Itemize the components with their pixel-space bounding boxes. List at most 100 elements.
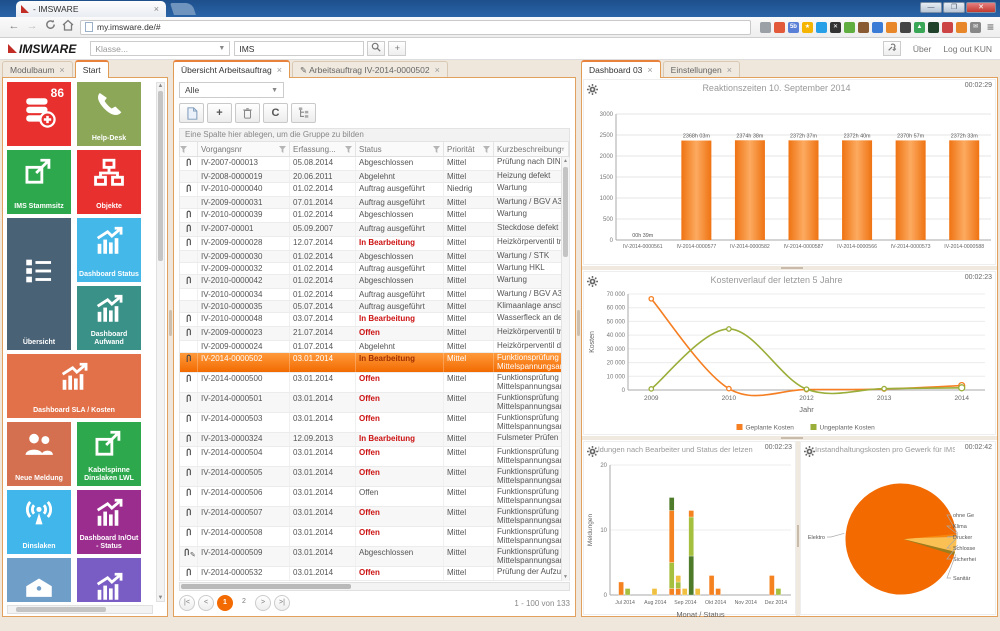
table-row[interactable]: IV-2007-00001 05.09.2007 Auftrag ausgeführ… (180, 223, 569, 237)
tile-unnamed[interactable]: 86 (7, 82, 71, 146)
star-ext-icon[interactable]: ★ (801, 21, 813, 33)
drive-ext-icon[interactable]: ▲ (913, 21, 925, 33)
table-row[interactable]: IV-2009-0000024 01.07.2014 Abgelehnt Mittel… (180, 341, 569, 353)
table-row[interactable]: IV-2009-0000031 07.01.2014 Auftrag ausgefü… (180, 197, 569, 209)
table-row[interactable]: IV-2007-000013 05.08.2014 Abgeschlossen Mit… (180, 157, 569, 171)
tab-uebersicht-arbeitsauftrag[interactable]: Übersicht Arbeitsauftrag × (173, 60, 290, 78)
table-row[interactable]: IV-2014-0000508 03.01.2014 Offen Mittel Funk… (180, 527, 569, 547)
add-row-button[interactable]: + (207, 103, 232, 123)
delete-button[interactable] (235, 103, 260, 123)
tile-dashboard-sla-kosten[interactable]: Dashboard SLA / Kosten (7, 354, 141, 418)
tile-neue-meldung[interactable]: Neue Meldung (7, 422, 71, 486)
table-row[interactable]: IV-2014-0000506 03.01.2014 Offen Mittel Funk… (180, 487, 569, 507)
table-row[interactable]: IV-2009-0000028 12.07.2014 In Bearbeitung M… (180, 237, 569, 251)
tab-arbeitsauftrag-502[interactable]: ✎ Arbeitsauftrag IV-2014-0000502 × (291, 61, 448, 78)
tree-view-button[interactable] (291, 103, 316, 123)
close-icon[interactable]: × (647, 65, 653, 75)
new-document-button[interactable] (179, 103, 204, 123)
last-page-button[interactable]: >| (274, 595, 290, 611)
rss-ext-icon[interactable] (955, 21, 967, 33)
table-row[interactable]: IV-2014-0000507 03.01.2014 Offen Mittel Funk… (180, 507, 569, 527)
tile-help-desk[interactable]: Help-Desk (77, 82, 141, 146)
first-page-button[interactable]: |< (179, 595, 195, 611)
column-header-kurzbeschreibung[interactable]: Kurzbeschreibung (494, 142, 569, 156)
table-row[interactable]: IV-2014-0000503 03.01.2014 Offen Mittel Funk… (180, 413, 569, 433)
tab-modulbaum[interactable]: Modulbaum × (2, 61, 73, 78)
mail-ext-icon[interactable]: ✉ (969, 21, 981, 33)
table-row[interactable]: IV-2010-0000042 01.02.2014 Abgeschlossen Mi… (180, 275, 569, 289)
table-row[interactable]: IV-2009-0000023 21.07.2014 Offen Mittel Heiz… (180, 327, 569, 341)
lock-ext-icon[interactable] (871, 21, 883, 33)
next-page-button[interactable]: > (255, 595, 271, 611)
table-horizontal-scrollbar[interactable] (179, 582, 570, 591)
settings-tools-button[interactable] (882, 41, 901, 56)
table-row[interactable]: IV-2014-0000500 03.01.2014 Offen Mittel Funk… (180, 373, 569, 393)
blue-ext-icon[interactable] (815, 21, 827, 33)
logout-link[interactable]: Log out KUN (943, 43, 992, 54)
header-icons[interactable] (180, 142, 198, 156)
tile-bersicht[interactable]: Übersicht (7, 218, 71, 350)
close-icon[interactable]: × (726, 65, 732, 75)
close-icon[interactable]: × (434, 65, 440, 75)
tab-start[interactable]: Start (74, 60, 109, 78)
table-row[interactable]: IV-2014-0000532 03.01.2014 Offen Mittel Prüf… (180, 567, 569, 581)
address-bar[interactable]: my.imsware.de/# (80, 19, 751, 35)
table-vertical-scrollbar[interactable]: ▲ ▼ (561, 157, 569, 581)
search-ext-icon[interactable] (759, 21, 771, 33)
group-by-hint[interactable]: Eine Spalte hier ablegen, um die Gruppe … (179, 128, 570, 142)
x-ext-icon[interactable]: ✕ (829, 21, 841, 33)
browser-tab[interactable]: - IMSWARE × (16, 1, 166, 17)
panel-splitter[interactable] (577, 60, 580, 617)
browser-menu-icon[interactable]: ≡ (986, 20, 994, 34)
table-row[interactable]: IV-2014-0000505 03.01.2014 Offen Mittel Funk… (180, 467, 569, 487)
table-row[interactable]: IV-2014-0000502 03.01.2014 In Bearbeitung M… (180, 353, 569, 373)
filter-funnel-icon[interactable] (279, 145, 286, 153)
gear-icon[interactable] (587, 444, 598, 457)
pulse-ext-icon[interactable] (899, 21, 911, 33)
panel-splitter[interactable] (169, 60, 172, 617)
klasse-select[interactable]: Klasse... ▼ (90, 41, 231, 56)
tile-unnamed[interactable] (77, 558, 141, 602)
eye-ext-icon[interactable] (927, 21, 939, 33)
gear-icon[interactable] (587, 274, 598, 287)
tile-dashboard-status[interactable]: Dashboard Status (77, 218, 141, 282)
page-button-1[interactable]: 1 (217, 595, 233, 611)
about-link[interactable]: Über (912, 43, 932, 54)
reload-icon[interactable] (42, 19, 58, 35)
table-row[interactable]: IV-2009-0000030 01.02.2014 Abgeschlossen Mi… (180, 251, 569, 263)
gear-icon[interactable] (587, 82, 598, 95)
tile-objekte[interactable]: Objekte (77, 150, 141, 214)
add-button[interactable]: + (388, 41, 407, 56)
column-header-vorgangsnr[interactable]: Vorgangsnr (198, 142, 290, 156)
back-icon[interactable]: ← (8, 20, 20, 32)
search-button[interactable] (367, 41, 386, 56)
tab-close-icon[interactable]: × (153, 4, 159, 14)
table-row[interactable]: IV-2010-0000035 05.07.2014 Auftrag ausgefü… (180, 301, 569, 313)
table-row[interactable]: IV-2008-0000019 20.06.2011 Abgelehnt Mittel… (180, 171, 569, 183)
left-vertical-scrollbar[interactable]: ▲ ▼ (156, 82, 165, 602)
tile-ims-stammsitz[interactable]: IMS Stammsitz (7, 150, 71, 214)
prev-page-button[interactable]: < (198, 595, 214, 611)
home-icon[interactable] (60, 19, 76, 35)
tab-dashboard-03[interactable]: Dashboard 03 × (581, 60, 661, 78)
tile-dashboard-aufwand[interactable]: Dashboard Aufwand (77, 286, 141, 350)
page-button-2[interactable]: 2 (242, 598, 246, 605)
chart-splitter[interactable] (582, 436, 997, 440)
tile-dinslaken[interactable]: Dinslaken (7, 490, 71, 554)
tab-einstellungen[interactable]: Einstellungen × (662, 61, 740, 78)
tile-unnamed[interactable] (7, 558, 71, 602)
table-row[interactable]: IV-2010-0000040 01.02.2014 Auftrag ausgefü… (180, 183, 569, 197)
tile-kabelspinne-dinslaken-lwl[interactable]: Kabelspinne Dinslaken LWL (77, 422, 141, 486)
tile-dashboard-in-out-status[interactable]: Dashboard In/Out - Status (77, 490, 141, 554)
filter-funnel-icon[interactable] (561, 146, 565, 153)
new-tab-button[interactable] (170, 3, 196, 15)
brown-ext-icon[interactable] (857, 21, 869, 33)
red-ext-icon[interactable] (941, 21, 953, 33)
table-row[interactable]: IV-2010-0000048 03.07.2014 In Bearbeitung M… (180, 313, 569, 327)
refresh-button[interactable]: C (263, 103, 288, 123)
filter-funnel-icon[interactable] (345, 145, 352, 153)
filter-funnel-icon[interactable] (483, 145, 490, 153)
column-header-prioritt[interactable]: Priorität (444, 142, 494, 156)
table-row[interactable]: ✎ IV-2014-0000509 03.01.2014 Abgeschlossen M… (180, 547, 569, 567)
global-search-input[interactable]: IMS (234, 41, 365, 56)
